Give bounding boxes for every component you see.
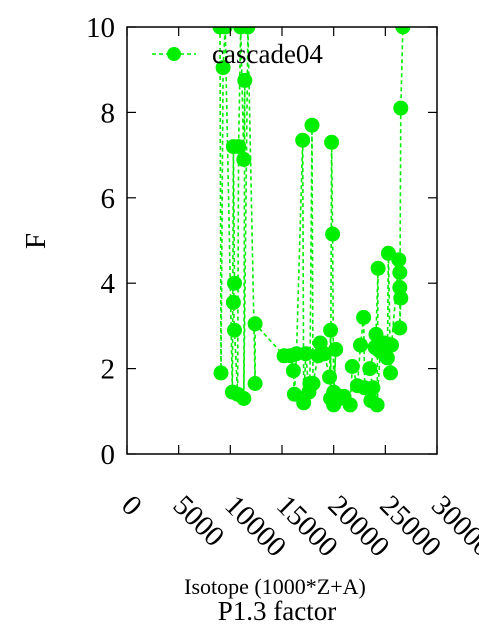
data-point — [240, 27, 256, 35]
data-point — [227, 322, 242, 338]
data-point — [215, 60, 231, 76]
data-point — [384, 337, 399, 353]
chart-title: P1.3 factor — [218, 596, 336, 626]
data-point — [227, 275, 242, 291]
data-point — [213, 365, 229, 381]
data-point — [323, 322, 339, 338]
y-tick-label: 10 — [86, 12, 115, 44]
data-point — [304, 117, 320, 133]
data-point — [344, 359, 360, 374]
data-point — [370, 260, 386, 276]
y-tick-label: 6 — [101, 183, 116, 215]
data-point — [328, 341, 344, 357]
data-point — [236, 391, 252, 406]
data-point — [393, 100, 409, 116]
data-point — [231, 139, 247, 155]
data-point — [237, 72, 253, 88]
y-tick-label: 4 — [101, 268, 116, 300]
data-point — [316, 346, 332, 362]
x-tick-label: 0 — [115, 489, 148, 522]
data-point — [236, 151, 252, 167]
data-point — [322, 369, 337, 385]
x-axis-label: Isotope (1000*Z+A) — [184, 574, 366, 599]
data-point — [324, 134, 340, 150]
y-tick-label: 2 — [101, 354, 116, 386]
legend-label: cascade04 — [212, 39, 323, 69]
data-point — [298, 346, 314, 362]
data-point — [369, 397, 385, 413]
data-point — [356, 309, 372, 325]
series-group — [212, 27, 411, 413]
series-layer — [212, 27, 411, 413]
data-point — [379, 350, 395, 366]
data-point — [365, 380, 381, 396]
data-point — [247, 376, 263, 391]
data-point — [305, 376, 321, 391]
data-point — [392, 265, 408, 280]
legend: cascade04 — [152, 39, 323, 69]
data-point — [362, 361, 378, 377]
data-point — [285, 363, 301, 379]
data-point — [342, 397, 358, 413]
plot-frame — [126, 26, 438, 455]
y-axis-label: F — [20, 233, 52, 249]
data-point — [295, 132, 311, 148]
data-point — [391, 252, 407, 268]
data-point — [395, 27, 411, 35]
data-point — [393, 290, 409, 306]
data-point — [392, 320, 408, 336]
y-tick-label: 0 — [101, 439, 116, 471]
legend-marker — [167, 47, 181, 61]
data-point — [383, 365, 398, 381]
data-point — [225, 294, 241, 310]
data-point — [247, 316, 263, 332]
x-tick-label: 5000 — [167, 489, 231, 553]
data-point — [353, 337, 368, 353]
y-tick-label: 8 — [101, 97, 116, 129]
data-point — [217, 27, 233, 35]
data-point — [325, 226, 341, 242]
